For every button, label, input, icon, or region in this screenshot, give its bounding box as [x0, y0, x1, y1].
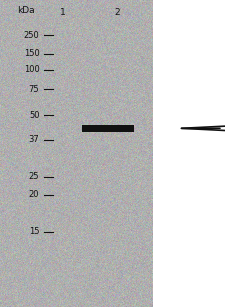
Text: 2: 2: [114, 8, 120, 17]
Text: 1: 1: [60, 8, 66, 17]
Text: 250: 250: [24, 31, 39, 40]
Text: 100: 100: [24, 65, 39, 75]
Text: 50: 50: [29, 111, 39, 120]
Bar: [82, 125, 134, 132]
Text: 25: 25: [29, 172, 39, 181]
Text: 20: 20: [29, 190, 39, 200]
Text: 37: 37: [29, 135, 39, 144]
Text: 15: 15: [29, 227, 39, 236]
Text: 75: 75: [29, 84, 39, 94]
Text: 150: 150: [24, 49, 39, 58]
Text: kDa: kDa: [17, 6, 35, 14]
